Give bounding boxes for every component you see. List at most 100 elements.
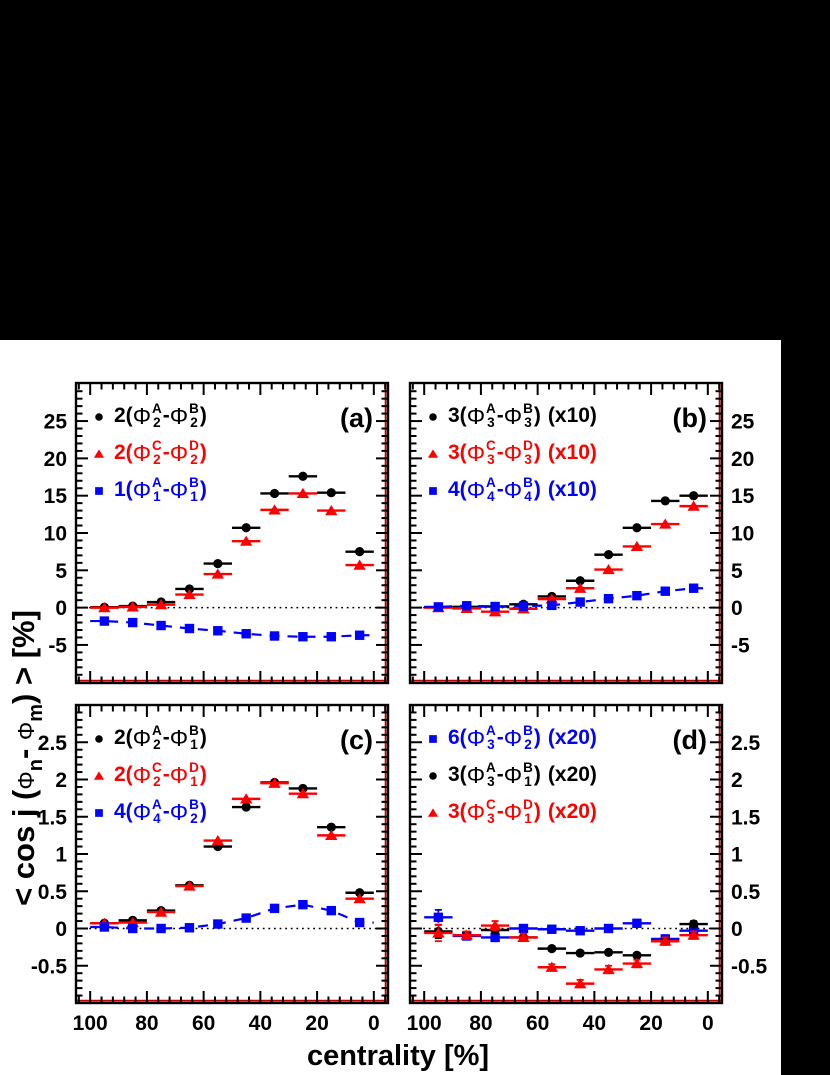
data-point-marker: [460, 929, 473, 940]
legend-item: 3(Φ C 3- Φ D 1) (x20): [424, 797, 597, 827]
data-point-marker: [429, 413, 437, 421]
data-point-marker: [241, 523, 251, 533]
legend-text: Φ: [503, 402, 523, 429]
legend-circle-marker-icon: [95, 735, 103, 743]
data-point-marker: [429, 487, 437, 495]
legend-text: 3(: [448, 800, 467, 823]
phi-symbol: Φ: [13, 771, 39, 790]
y-tick-label: 10: [44, 523, 67, 546]
y-tick-label: 0.5: [731, 881, 761, 904]
legend-item: 2(Φ A 2- Φ B 1): [90, 723, 207, 753]
legend-text: Φ: [503, 439, 523, 466]
legend-text: Φ: [169, 402, 189, 429]
legend-text: ): [533, 478, 541, 501]
data-point-marker: [659, 518, 672, 529]
data-point-marker: [98, 602, 111, 613]
y-title-sub-m: m: [25, 703, 47, 722]
legend-text: (x10): [547, 404, 597, 427]
y-tick-label: 0: [55, 597, 67, 620]
data-point-marker: [354, 917, 365, 928]
data-point-marker: [326, 632, 336, 642]
panel-label-a: (a): [340, 403, 373, 433]
legend-text: -: [162, 478, 170, 501]
data-point-marker: [99, 922, 110, 932]
panel-frame: [408, 381, 724, 685]
data-point-marker: [517, 931, 530, 943]
series-line: [424, 587, 708, 608]
legend-circle-marker-icon: [429, 413, 437, 421]
panel-label-b: (b): [672, 403, 707, 433]
legend-text: (x10): [547, 478, 597, 501]
legend-triangle-marker-icon: [93, 449, 105, 458]
data-point-marker: [355, 547, 365, 557]
data-point-marker: [93, 771, 105, 780]
y-tick-label: 2.5: [38, 732, 68, 755]
data-point-marker: [268, 504, 281, 515]
data-point-marker: [575, 926, 585, 936]
legend-text: 4(: [448, 478, 467, 501]
data-point-marker: [99, 616, 110, 626]
y-tick-label: 1: [55, 844, 67, 867]
legend-text: -: [496, 800, 504, 823]
data-point-marker: [269, 903, 280, 914]
data-point-marker: [325, 505, 338, 516]
y-tick-label: -5: [48, 634, 67, 657]
data-point-marker: [156, 923, 166, 934]
legend-text: -: [162, 800, 170, 823]
x-tick-label: 40: [583, 1012, 606, 1035]
legend-text: 3(: [448, 763, 467, 786]
y-tick-label: -5: [731, 634, 750, 657]
legend-text: ): [199, 478, 207, 501]
legend-triangle-marker-icon: [93, 771, 105, 780]
x-tick-label: 0: [368, 1012, 380, 1035]
legend-triangle-marker-icon: [427, 449, 439, 458]
data-point-marker: [659, 935, 672, 946]
legend-text: Φ: [503, 761, 523, 788]
y-axis-title: < cos j (Φn- Φm) > [%]: [6, 610, 48, 906]
y-tick-label: 0: [55, 918, 67, 941]
data-point-marker: [95, 487, 103, 495]
data-point-marker: [326, 905, 336, 916]
legend-text: (x20): [547, 763, 597, 786]
data-point-marker: [689, 919, 699, 929]
legend-text: Φ: [466, 761, 486, 788]
data-point-marker: [353, 559, 366, 570]
legend-triangle-marker-icon: [427, 808, 439, 817]
legend-text: ): [533, 800, 541, 823]
axis-ticks: [411, 384, 721, 682]
data-point-marker: [518, 601, 529, 611]
data-point-marker: [95, 809, 103, 817]
legend-text: Φ: [132, 402, 152, 429]
data-point-marker: [184, 923, 195, 933]
y-tick-label: 25: [44, 411, 68, 434]
legend-square-marker-icon: [429, 735, 437, 743]
data-point-marker: [490, 932, 500, 943]
panel-c: 2.5 2 1.5 1 0.5 0 -0.5 100 80 60 40 20 0: [31, 703, 390, 1035]
x-tick-label: 60: [526, 1012, 549, 1035]
legend-text: (x10): [547, 441, 597, 464]
y-tick-label: 20: [731, 448, 754, 471]
data-point-marker: [269, 631, 280, 641]
data-point-marker: [687, 929, 700, 940]
panel-b: 25 20 15 10 5 0 -5: [408, 381, 755, 685]
data-point-marker: [269, 488, 280, 499]
legend-text: -: [162, 726, 170, 749]
data-point-marker: [183, 588, 196, 600]
legend-text: Φ: [466, 724, 486, 751]
data-point-marker: [296, 788, 310, 799]
y-title-text: ) > [%]: [6, 610, 41, 704]
x-tick-label: 100: [407, 1012, 442, 1035]
series-line: [90, 619, 374, 638]
legend-text: ): [199, 726, 207, 749]
